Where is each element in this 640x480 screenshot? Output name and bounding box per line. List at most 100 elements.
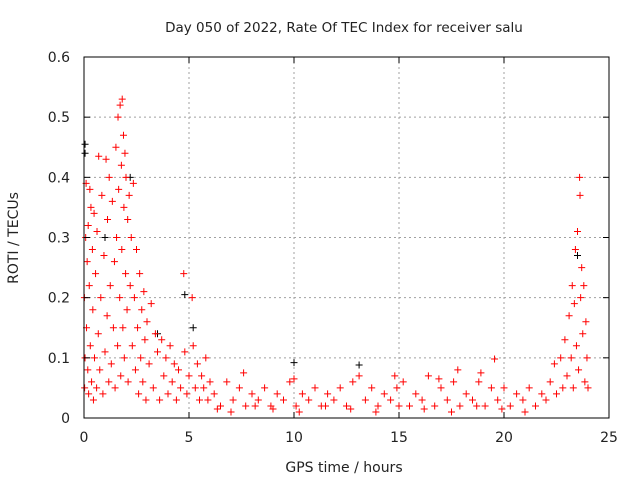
data-point-primary: [113, 234, 121, 241]
data-point-primary: [124, 378, 132, 386]
data-point-primary: [138, 306, 146, 314]
x-tick-label: 10: [285, 430, 303, 446]
data-point-primary: [575, 366, 583, 374]
data-point-primary: [240, 369, 248, 377]
data-point-primary: [149, 384, 157, 392]
data-point-primary: [98, 191, 106, 199]
data-point-primary: [175, 366, 182, 374]
y-tick-label: 0: [61, 411, 70, 427]
data-point-primary: [120, 203, 128, 211]
data-point-primary: [290, 375, 298, 383]
grid-lines: [84, 57, 609, 418]
data-point-primary: [568, 282, 576, 290]
data-point-primary: [473, 402, 481, 410]
data-point-primary: [114, 113, 122, 121]
data-point-primary: [136, 270, 144, 278]
y-axis-label: ROTI / TECUs: [6, 192, 22, 284]
y-tick-label: 0.2: [48, 291, 70, 307]
data-point-secondary: [189, 324, 197, 332]
data-point-primary: [557, 354, 565, 362]
data-point-primary: [99, 390, 107, 398]
data-point-primary: [181, 348, 189, 356]
data-point-primary: [111, 384, 119, 392]
data-point-primary: [85, 390, 93, 398]
x-tick-label: 0: [80, 430, 89, 446]
data-point-primary: [380, 390, 388, 398]
data-point-secondary: [181, 291, 189, 299]
data-point-primary: [154, 348, 161, 356]
data-point-primary: [128, 342, 136, 350]
data-point-primary: [168, 378, 176, 386]
data-point-primary: [581, 378, 589, 386]
data-point-primary: [91, 354, 98, 362]
data-point-primary: [89, 306, 97, 314]
data-point-primary: [133, 246, 140, 254]
data-point-primary: [391, 372, 399, 380]
data-point-primary: [280, 396, 287, 404]
data-point-secondary: [574, 252, 581, 260]
data-point-primary: [542, 396, 550, 404]
data-point-primary: [93, 384, 101, 392]
data-point-primary: [571, 246, 579, 254]
data-point-primary: [477, 369, 485, 377]
data-point-primary: [125, 191, 133, 199]
data-point-primary: [172, 396, 180, 404]
data-point-primary: [538, 390, 546, 398]
data-point-primary: [577, 294, 585, 302]
data-point-primary: [88, 246, 96, 254]
data-point-primary: [129, 179, 137, 187]
data-point-primary: [361, 396, 369, 404]
data-point-primary: [273, 390, 281, 398]
data-point-primary: [242, 402, 250, 410]
data-point-primary: [454, 366, 462, 374]
data-point-primary: [122, 173, 130, 181]
data-point-primary: [124, 215, 132, 223]
data-point-primary: [399, 378, 407, 386]
data-point-primary: [580, 282, 588, 290]
data-point-primary: [513, 390, 521, 398]
data-point-primary: [578, 264, 586, 272]
data-point-primary: [86, 185, 94, 193]
data-point-primary: [248, 390, 256, 398]
data-point-primary: [204, 396, 212, 404]
data-point-primary: [574, 227, 581, 235]
data-point-primary: [368, 384, 376, 392]
data-point-primary: [90, 209, 98, 217]
data-point-primary: [116, 101, 124, 109]
x-tick-label: 20: [495, 430, 513, 446]
data-point-primary: [177, 384, 185, 392]
data-point-primary: [100, 252, 108, 260]
data-point-primary: [188, 294, 196, 302]
data-point-primary: [347, 405, 355, 413]
data-point-primary: [322, 402, 329, 410]
data-point-primary: [494, 396, 502, 404]
data-point-primary: [525, 384, 533, 392]
data-point-primary: [108, 197, 116, 205]
data-point-primary: [206, 378, 214, 386]
data-point-primary: [104, 215, 112, 223]
x-axis-label: GPS time / hours: [285, 460, 402, 476]
data-point-primary: [156, 396, 164, 404]
data-point-primary: [491, 355, 499, 363]
y-tick-label: 0.6: [48, 50, 70, 66]
data-point-primary: [103, 312, 111, 320]
data-point-primary: [387, 396, 395, 404]
data-point-primary: [81, 384, 89, 392]
data-point-primary: [95, 152, 103, 160]
data-point-primary: [582, 318, 590, 326]
data-point-primary: [126, 282, 134, 290]
data-point-secondary: [81, 140, 89, 148]
data-point-primary: [112, 143, 120, 151]
data-point-primary: [135, 390, 143, 398]
data-point-primary: [500, 384, 508, 392]
data-point-primary: [170, 360, 178, 368]
data-point-primary: [123, 306, 131, 314]
data-point-primary: [229, 396, 237, 404]
data-point-primary: [114, 342, 122, 350]
data-point-primary: [89, 396, 97, 404]
y-tick-label: 0.5: [48, 110, 70, 126]
data-point-primary: [162, 354, 170, 362]
data-point-primary: [395, 402, 403, 410]
data-point-primary: [117, 372, 125, 380]
data-point-primary: [435, 375, 443, 383]
